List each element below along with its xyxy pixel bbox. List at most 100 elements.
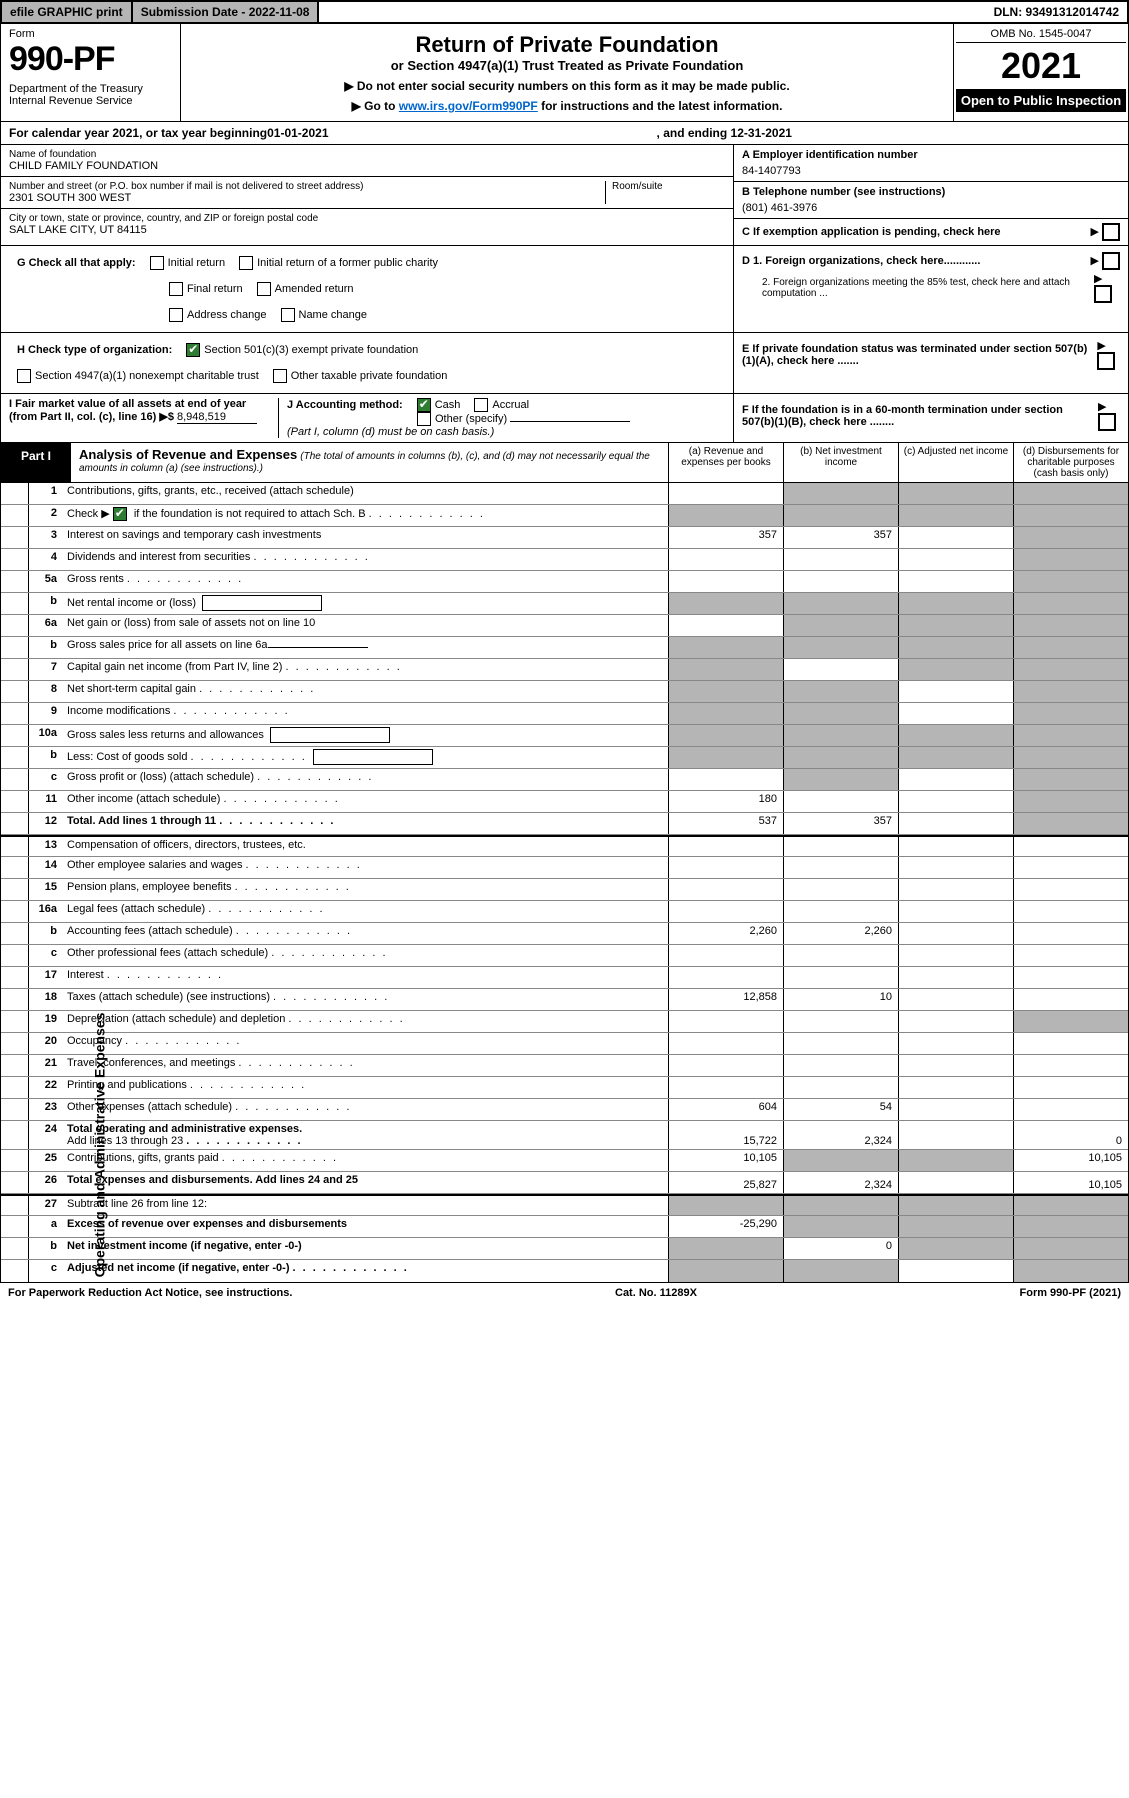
foundation-name: CHILD FAMILY FOUNDATION — [9, 160, 725, 172]
checkbox-initial-former[interactable] — [239, 256, 253, 270]
checkbox-c[interactable] — [1102, 223, 1120, 241]
g-o1: Initial return — [168, 257, 225, 269]
row-27c: Adjusted net income (if negative, enter … — [63, 1260, 668, 1282]
phone: (801) 461-3976 — [742, 202, 1120, 214]
department: Department of the Treasury Internal Reve… — [9, 83, 172, 107]
r16b-b: 2,260 — [783, 923, 898, 944]
checkbox-initial-return[interactable] — [150, 256, 164, 270]
h-o2: Section 4947(a)(1) nonexempt charitable … — [35, 370, 259, 382]
checkbox-d1[interactable] — [1102, 252, 1120, 270]
row-5b: Net rental income or (loss) — [63, 593, 668, 614]
row-24: Total operating and administrative expen… — [63, 1121, 668, 1149]
r12-b: 357 — [783, 813, 898, 834]
city-label: City or town, state or province, country… — [9, 213, 725, 224]
checkbox-other-taxable[interactable] — [273, 369, 287, 383]
r18-a: 12,858 — [668, 989, 783, 1010]
side-expenses: Operating and Administrative Expenses — [91, 1013, 107, 1278]
form-label: Form — [9, 28, 172, 40]
r3-b: 357 — [783, 527, 898, 548]
checkbox-address-change[interactable] — [169, 308, 183, 322]
r27a-a: -25,290 — [668, 1216, 783, 1237]
g-label: G Check all that apply: — [17, 257, 136, 269]
address-cell: Number and street (or P.O. box number if… — [1, 177, 733, 209]
foundation-name-cell: Name of foundation CHILD FAMILY FOUNDATI… — [1, 145, 733, 177]
r26-d: 10,105 — [1013, 1172, 1128, 1193]
row-6b: Gross sales price for all assets on line… — [63, 637, 668, 658]
part1-header: Part I Analysis of Revenue and Expenses … — [0, 443, 1129, 483]
exemption-cell: C If exemption application is pending, c… — [734, 219, 1128, 245]
note-ssn: ▶ Do not enter social security numbers o… — [189, 79, 945, 93]
j-other: Other (specify) — [435, 413, 507, 425]
room-label: Room/suite — [612, 181, 725, 192]
row-16b: Accounting fees (attach schedule) — [63, 923, 668, 944]
section-i-j-f: I Fair market value of all assets at end… — [0, 394, 1129, 443]
note2-post: for instructions and the latest informat… — [538, 99, 783, 113]
section-h: H Check type of organization: Section 50… — [1, 333, 733, 393]
checkbox-4947[interactable] — [17, 369, 31, 383]
j-cash: Cash — [435, 399, 461, 411]
row-6a: Net gain or (loss) from sale of assets n… — [63, 615, 668, 636]
row-25: Contributions, gifts, grants paid — [63, 1150, 668, 1171]
row-1: Contributions, gifts, grants, etc., rece… — [63, 483, 668, 504]
dln: DLN: 93491312014742 — [986, 2, 1127, 22]
checkbox-cash[interactable] — [417, 398, 431, 412]
r23-b: 54 — [783, 1099, 898, 1120]
checkbox-f[interactable] — [1098, 413, 1116, 431]
efile-label: efile GRAPHIC print — [2, 2, 133, 22]
exemption-label: C If exemption application is pending, c… — [742, 226, 1001, 238]
checkbox-other-method[interactable] — [417, 412, 431, 426]
calendar-year-row: For calendar year 2021, or tax year begi… — [0, 122, 1129, 145]
section-f: F If the foundation is in a 60-month ter… — [733, 394, 1128, 442]
footer-left: For Paperwork Reduction Act Notice, see … — [8, 1287, 292, 1299]
form-header: Form 990-PF Department of the Treasury I… — [0, 24, 1129, 122]
h-o1: Section 501(c)(3) exempt private foundat… — [204, 344, 418, 356]
footer-right: Form 990-PF (2021) — [1020, 1287, 1121, 1299]
checkbox-name-change[interactable] — [281, 308, 295, 322]
page-footer: For Paperwork Reduction Act Notice, see … — [0, 1283, 1129, 1303]
r24-b: 2,324 — [783, 1121, 898, 1149]
checkbox-d2[interactable] — [1094, 285, 1112, 303]
r12-a: 537 — [668, 813, 783, 834]
checkbox-accrual[interactable] — [474, 398, 488, 412]
checkbox-final[interactable] — [169, 282, 183, 296]
top-bar: efile GRAPHIC print Submission Date - 20… — [0, 0, 1129, 24]
row-13: Compensation of officers, directors, tru… — [63, 837, 668, 856]
ein-cell: A Employer identification number 84-1407… — [734, 145, 1128, 182]
g-o3: Final return — [187, 283, 243, 295]
section-g: G Check all that apply: Initial return I… — [1, 246, 733, 332]
header-left: Form 990-PF Department of the Treasury I… — [1, 24, 181, 121]
r26-b: 2,324 — [783, 1172, 898, 1193]
checkbox-amended[interactable] — [257, 282, 271, 296]
ein-label: A Employer identification number — [742, 149, 1120, 161]
form-title: Return of Private Foundation — [189, 32, 945, 58]
col-d-hdr: (d) Disbursements for charitable purpose… — [1013, 443, 1128, 482]
f-label: F If the foundation is in a 60-month ter… — [742, 404, 1098, 428]
city-cell: City or town, state or province, country… — [1, 209, 733, 240]
address: 2301 SOUTH 300 WEST — [9, 192, 605, 204]
row-12: Total. Add lines 1 through 11 — [63, 813, 668, 834]
row-10c: Gross profit or (loss) (attach schedule) — [63, 769, 668, 790]
form-subtitle: or Section 4947(a)(1) Trust Treated as P… — [189, 58, 945, 73]
r27b-b: 0 — [783, 1238, 898, 1259]
addr-label: Number and street (or P.O. box number if… — [9, 181, 605, 192]
r3-a: 357 — [668, 527, 783, 548]
row-10b: Less: Cost of goods sold — [63, 747, 668, 768]
irs-link[interactable]: www.irs.gov/Form990PF — [399, 99, 538, 113]
row-17: Interest — [63, 967, 668, 988]
j-note: (Part I, column (d) must be on cash basi… — [287, 426, 725, 438]
h-label: H Check type of organization: — [17, 344, 172, 356]
checkbox-e[interactable] — [1097, 352, 1115, 370]
checkbox-501c3[interactable] — [186, 343, 200, 357]
row-14: Other employee salaries and wages — [63, 857, 668, 878]
submission-date: Submission Date - 2022-11-08 — [133, 2, 320, 22]
part1-title: Analysis of Revenue and Expenses — [79, 447, 297, 462]
cal-pre: For calendar year 2021, or tax year begi… — [9, 126, 267, 140]
phone-label: B Telephone number (see instructions) — [742, 186, 1120, 198]
city: SALT LAKE CITY, UT 84115 — [9, 224, 725, 236]
checkbox-schb[interactable] — [113, 507, 127, 521]
footer-mid: Cat. No. 11289X — [615, 1287, 697, 1299]
row-22: Printing and publications — [63, 1077, 668, 1098]
entity-info: Name of foundation CHILD FAMILY FOUNDATI… — [0, 145, 1129, 246]
note-link: ▶ Go to www.irs.gov/Form990PF for instru… — [189, 99, 945, 113]
part1-tab: Part I — [1, 443, 71, 482]
